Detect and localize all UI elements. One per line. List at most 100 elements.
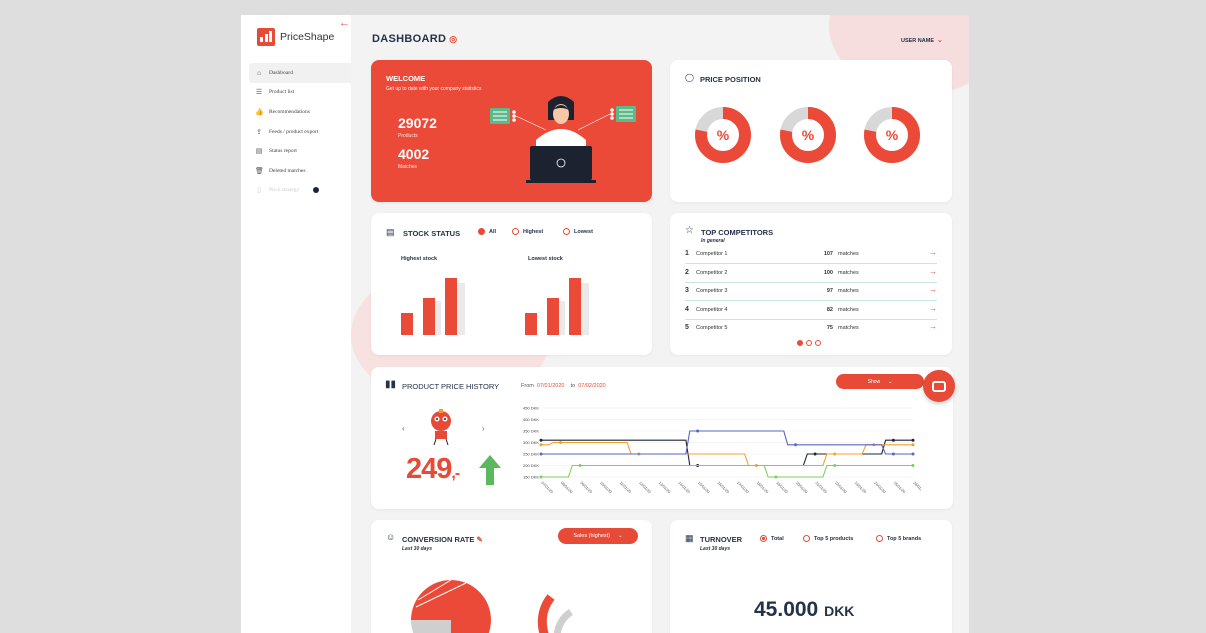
home-icon: ⌂: [256, 68, 262, 77]
lowest-stock-label: Lowest stock: [528, 256, 563, 262]
arrow-right-icon[interactable]: →: [929, 248, 937, 257]
competitor-row[interactable]: 1 Competitor 1 107 matches →: [685, 246, 937, 264]
y-tick-label: 250 DKK: [523, 452, 539, 457]
conversion-rate-card: ☺ CONVERSION RATE ✎ Last 30 days Sales (…: [371, 520, 652, 633]
turnover-filter-top-products[interactable]: Top 5 products: [803, 535, 853, 542]
bar-shadow: [581, 283, 589, 335]
app-name: PriceShape: [280, 31, 335, 43]
series-point: [696, 429, 700, 433]
highest-stock-chart: [401, 278, 465, 335]
arrow-right-icon[interactable]: →: [929, 267, 937, 276]
x-tick-label: 07/01/20: [540, 481, 553, 494]
arrow-right-icon[interactable]: →: [929, 322, 937, 331]
user-menu[interactable]: USER NAME ⌄: [901, 36, 943, 44]
trash-icon: 🗑: [255, 166, 264, 175]
collapse-sidebar-icon[interactable]: ←: [339, 17, 350, 29]
x-tick-label: 12/01/20: [638, 481, 651, 494]
arrow-right-icon[interactable]: →: [929, 304, 937, 313]
competitor-row[interactable]: 3 Competitor 3 97 matches →: [685, 283, 937, 301]
x-tick-label: 17/01/20: [736, 481, 749, 494]
sales-dropdown[interactable]: Sales (highest) ⌄: [558, 528, 638, 544]
chat-button[interactable]: [923, 370, 955, 402]
page-dot[interactable]: [815, 340, 821, 346]
sidebar-item-recommendations[interactable]: 👍 Recommendations: [249, 102, 351, 122]
x-tick-label: 13/01/20: [658, 481, 671, 494]
sidebar: PriceShape ← ⌂ Dashboard ☰ Product list 👍 R…: [241, 15, 351, 633]
top-competitors-subtitle: In general: [701, 238, 725, 244]
radio-icon: [512, 228, 519, 235]
sidebar-item-label: Feeds / product export: [269, 128, 319, 135]
x-tick-label: 24/01/20: [873, 481, 886, 494]
toggle-indicator[interactable]: [313, 187, 320, 194]
turnover-filter-top-brands[interactable]: Top 5 brands: [876, 535, 921, 542]
bar: [445, 278, 457, 335]
sidebar-item-status-report[interactable]: ▤ Status report: [249, 141, 351, 161]
filter-all[interactable]: All: [478, 228, 496, 235]
page-dot[interactable]: [806, 340, 812, 346]
x-tick-label: 23/01/20: [854, 481, 867, 494]
highest-stock-label: Highest stock: [401, 256, 438, 262]
next-product-icon[interactable]: ›: [482, 424, 485, 433]
bar: [525, 313, 537, 335]
logo-icon: [257, 28, 275, 46]
sidebar-item-feeds[interactable]: ⇪ Feeds / product export: [249, 122, 351, 142]
sidebar-item-label: Product list: [269, 89, 295, 96]
radio-selected-icon: [478, 228, 485, 235]
sidebar-item-dashboard[interactable]: ⌂ Dashboard: [249, 63, 351, 83]
product-image: [431, 409, 451, 446]
competitor-row[interactable]: 4 Competitor 4 82 matches →: [685, 302, 937, 320]
arrow-right-icon[interactable]: →: [929, 285, 937, 294]
bar: [423, 298, 435, 335]
radio-selected-icon: [760, 535, 767, 542]
series-point: [833, 452, 837, 456]
sidebar-item-price-strategy[interactable]: ▯ Price strategy: [249, 181, 351, 201]
welcome-card: WELCOME Get up to date with your company…: [371, 60, 652, 202]
products-count: 29072: [398, 115, 437, 131]
date-range[interactable]: From 07/01/2020 to 07/02/2020: [521, 383, 606, 389]
sidebar-item-label: Deleted matches: [269, 167, 306, 174]
x-tick-label: 25/01/20: [893, 481, 906, 494]
series-line: [541, 441, 913, 467]
page-dot-active[interactable]: [797, 340, 803, 346]
y-tick-label: 300 DKK: [523, 440, 539, 445]
x-tick-label: 10/01/20: [599, 481, 612, 494]
competitor-row[interactable]: 5 Competitor 5 75 matches →: [685, 322, 937, 331]
x-tick-label: 22/01/20: [834, 481, 847, 494]
list-icon: ☰: [255, 88, 263, 97]
current-price: 249,-: [406, 453, 460, 485]
x-tick-label: 11/01/20: [619, 481, 632, 494]
series-point: [794, 443, 798, 447]
welcome-subtitle: Get up to date with your company statist…: [386, 86, 482, 92]
series-point: [813, 452, 817, 456]
app-window: PriceShape ← ⌂ Dashboard ☰ Product list 👍 R…: [241, 15, 969, 633]
price-history-title: PRODUCT PRICE HISTORY: [402, 382, 500, 391]
turnover-filter-total[interactable]: Total: [760, 535, 784, 542]
target-icon: ◎: [449, 34, 458, 44]
logo[interactable]: PriceShape: [257, 28, 334, 46]
users-icon: ☺: [386, 532, 396, 542]
x-tick-label: 14/01/20: [677, 481, 690, 494]
x-tick-label: 09/01/20: [579, 481, 592, 494]
trend-up-icon: [479, 455, 501, 485]
competitor-row[interactable]: 2 Competitor 2 100 matches →: [685, 265, 937, 283]
radio-icon: [563, 228, 570, 235]
previous-product-icon[interactable]: ‹: [402, 424, 405, 433]
donut-label: %: [717, 127, 730, 143]
series-point: [891, 452, 895, 456]
sidebar-item-product-list[interactable]: ☰ Product list: [249, 83, 351, 103]
conversion-pie-chart: [411, 579, 491, 633]
sidebar-item-label: Price strategy: [269, 187, 300, 194]
filter-lowest[interactable]: Lowest: [563, 228, 593, 235]
thumbs-up-icon: 👍: [255, 107, 264, 116]
donut-slice: [780, 107, 836, 163]
sidebar-item-label: Status report: [269, 148, 297, 155]
filter-highest[interactable]: Highest: [512, 228, 543, 235]
sidebar-item-deleted-matches[interactable]: 🗑 Deleted matches: [249, 161, 351, 181]
products-label: Products: [398, 133, 418, 139]
series-point: [911, 464, 915, 467]
y-tick-label: 450 DKK: [523, 406, 539, 411]
series-point: [578, 464, 582, 467]
to-date: 07/02/2020: [578, 383, 606, 389]
show-dropdown[interactable]: Show ⌄: [836, 374, 924, 389]
series-point: [774, 475, 778, 479]
